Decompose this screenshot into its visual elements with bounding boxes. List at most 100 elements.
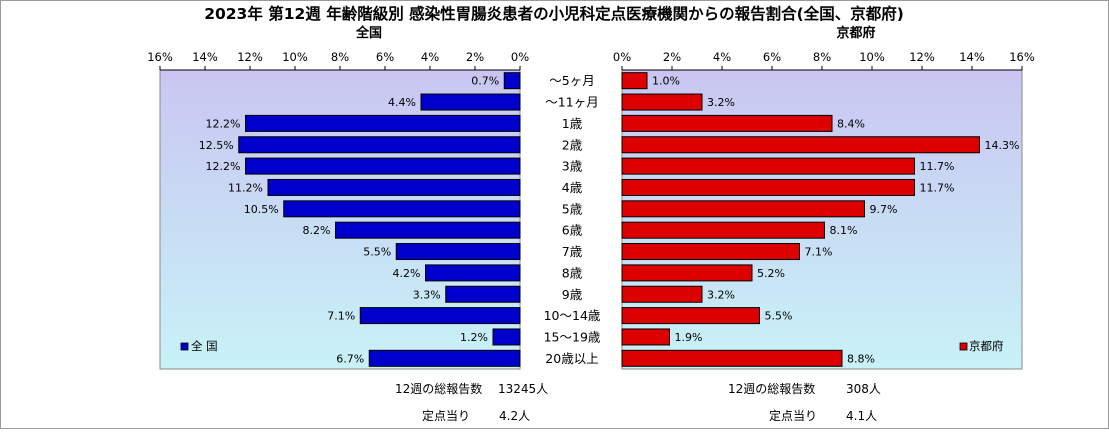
national-panel-title: 全国	[355, 25, 382, 41]
kyoto-bar	[621, 243, 800, 261]
national-data-label: 7.1%	[327, 310, 355, 323]
national-total-value: 13245人	[498, 382, 548, 396]
kyoto-total-value: 308人	[846, 382, 881, 396]
age-category-label: 8歳	[562, 265, 583, 280]
kyoto-bar	[621, 200, 865, 218]
age-category-label: 9歳	[562, 287, 583, 302]
national-tick-label: 10%	[282, 50, 308, 64]
kyoto-data-label: 7.1%	[805, 246, 833, 259]
national-tick-label: 14%	[192, 50, 218, 64]
national-data-label: 0.7%	[471, 75, 499, 88]
kyoto-data-label: 8.4%	[837, 117, 865, 130]
kyoto-data-label: 11.7%	[920, 181, 955, 194]
national-data-label: 1.2%	[460, 331, 488, 344]
kyoto-bar	[621, 114, 833, 132]
age-category-label: ～5ヶ月	[549, 73, 594, 88]
age-category-label: ～11ヶ月	[545, 95, 598, 110]
national-data-label: 5.5%	[363, 246, 391, 259]
national-bar	[335, 221, 521, 239]
age-category-label: 5歳	[562, 201, 583, 216]
kyoto-tick-label: 4%	[713, 50, 731, 64]
age-category-label: 1歳	[562, 116, 583, 131]
age-category-label: 15～19歳	[544, 329, 601, 344]
kyoto-bar	[621, 72, 648, 90]
age-category-label: 3歳	[562, 159, 583, 174]
kyoto-bar	[621, 178, 915, 196]
kyoto-data-label: 8.1%	[830, 224, 858, 237]
kyoto-tick-label: 2%	[663, 50, 681, 64]
chart-title: 2023年 第12週 年齢階級別 感染性胃腸炎患者の小児科定点医療機関からの報告…	[204, 4, 904, 23]
kyoto-tick-label: 12%	[909, 50, 935, 64]
kyoto-bar	[621, 349, 843, 367]
national-bar	[283, 200, 521, 218]
kyoto-data-label: 3.2%	[707, 288, 735, 301]
kyoto-bar	[621, 136, 980, 154]
kyoto-bar	[621, 264, 753, 282]
kyoto-bar	[621, 221, 825, 239]
national-bar	[368, 349, 521, 367]
national-bar	[245, 114, 521, 132]
national-tick-label: 4%	[421, 50, 439, 64]
national-tick-label: 8%	[331, 50, 349, 64]
kyoto-data-label: 8.8%	[847, 352, 875, 365]
national-bar	[238, 136, 521, 154]
kyoto-bar	[621, 285, 703, 303]
kyoto-data-label: 5.2%	[757, 267, 785, 280]
age-category-label: 7歳	[562, 244, 583, 259]
national-tick-label: 6%	[376, 50, 394, 64]
kyoto-panel-title: 京都府	[836, 25, 875, 41]
national-per-value: 4.2人	[499, 409, 530, 423]
national-bar	[445, 285, 521, 303]
kyoto-per-value: 4.1人	[846, 409, 877, 423]
national-bar-panel: 16% 14% 12% 10% 8% 6% 4% 2% 0% 0.7% 4.4% 12.2% 12.5%…	[147, 50, 529, 370]
national-data-label: 11.2%	[228, 181, 263, 194]
age-category-label: 4歳	[562, 180, 583, 195]
kyoto-tick-label: 10%	[859, 50, 885, 64]
national-legend-label: 全 国	[191, 339, 218, 353]
age-category-label: 20歳以上	[545, 351, 598, 366]
kyoto-data-label: 1.0%	[652, 75, 680, 88]
kyoto-bar	[621, 157, 915, 175]
national-data-label: 8.2%	[303, 224, 331, 237]
kyoto-per-label: 定点当り	[769, 408, 817, 423]
national-bar	[425, 264, 521, 282]
age-category-label: 10～14歳	[544, 308, 601, 323]
kyoto-bar	[621, 93, 703, 111]
kyoto-tick-label: 14%	[959, 50, 985, 64]
national-data-label: 4.2%	[393, 267, 421, 280]
national-bar	[245, 157, 521, 175]
kyoto-bar-panel: 0% 2% 4% 6% 8% 10% 12% 14% 16% 1.0% 3.2% 8.4% 14.3% 1…	[613, 50, 1035, 370]
national-total-label: 12週の総報告数	[395, 381, 482, 396]
kyoto-data-label: 11.7%	[920, 160, 955, 173]
national-tick-label: 12%	[237, 50, 263, 64]
national-tick-label: 0%	[511, 50, 529, 64]
national-data-label: 3.3%	[413, 288, 441, 301]
kyoto-data-label: 1.9%	[675, 331, 703, 344]
national-data-label: 12.2%	[206, 160, 241, 173]
national-bar	[503, 72, 521, 90]
age-category-label: 6歳	[562, 223, 583, 238]
national-legend-swatch	[180, 342, 189, 351]
national-data-label: 10.5%	[244, 203, 279, 216]
kyoto-data-label: 3.2%	[707, 96, 735, 109]
kyoto-tick-label: 0%	[613, 50, 631, 64]
national-tick-label: 2%	[466, 50, 484, 64]
kyoto-tick-label: 6%	[763, 50, 781, 64]
kyoto-bar	[621, 328, 670, 346]
kyoto-data-label: 14.3%	[985, 139, 1020, 152]
national-data-label: 6.7%	[336, 352, 364, 365]
age-category-label: 2歳	[562, 137, 583, 152]
national-data-label: 12.5%	[199, 139, 234, 152]
national-tick-label: 16%	[147, 50, 173, 64]
national-per-label: 定点当り	[422, 408, 470, 423]
national-bar	[267, 178, 521, 196]
kyoto-bar	[621, 307, 760, 325]
national-bar	[359, 307, 521, 325]
national-bar	[420, 93, 521, 111]
kyoto-legend-swatch	[959, 342, 968, 351]
national-bar	[395, 243, 521, 261]
kyoto-tick-label: 8%	[813, 50, 831, 64]
kyoto-total-label: 12週の総報告数	[728, 381, 815, 396]
